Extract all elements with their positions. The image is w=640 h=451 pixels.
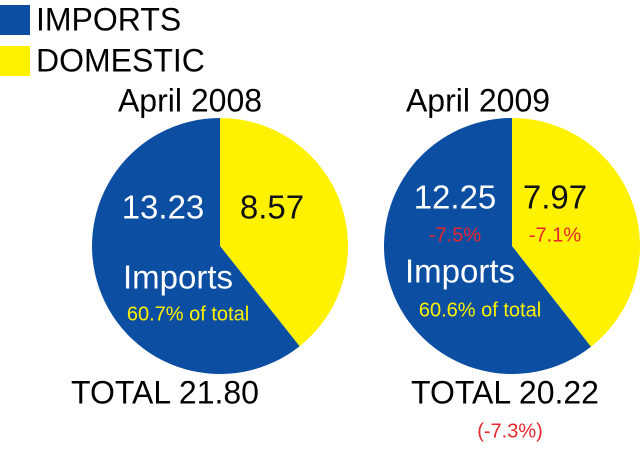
legend-label: IMPORTS xyxy=(36,1,181,37)
pies xyxy=(91,118,640,374)
pie-slice xyxy=(220,118,348,347)
total-label: TOTAL 21.80 xyxy=(71,374,259,410)
legend-swatch xyxy=(0,5,30,35)
slice-label: Imports xyxy=(123,259,233,296)
pie-slice xyxy=(384,118,591,374)
value-label: 7.97 xyxy=(523,179,587,216)
total-label: TOTAL 20.22 xyxy=(411,374,599,410)
value-label: 12.25 xyxy=(414,179,497,216)
total-change-label: (-7.3%) xyxy=(477,420,543,442)
pie-slice xyxy=(512,118,640,347)
value-label: 13.23 xyxy=(122,189,205,226)
change-label: -7.1% xyxy=(529,224,581,246)
legend-swatch xyxy=(0,46,30,76)
change-label: -7.5% xyxy=(429,224,481,246)
share-label: 60.6% of total xyxy=(419,299,541,321)
pie-slice xyxy=(91,118,300,374)
slice-label: Imports xyxy=(405,253,515,290)
share-label: 60.7% of total xyxy=(127,303,249,325)
chart-title: April 2008 xyxy=(118,82,262,118)
chart-title: April 2009 xyxy=(406,82,550,118)
legend-label: DOMESTIC xyxy=(36,42,205,78)
value-label: 8.57 xyxy=(240,189,304,226)
